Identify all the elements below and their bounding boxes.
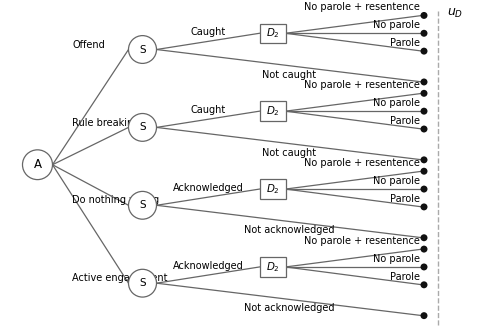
- Ellipse shape: [420, 126, 428, 132]
- Text: No parole: No parole: [373, 176, 420, 186]
- Ellipse shape: [420, 108, 428, 115]
- Text: Rule breaking: Rule breaking: [72, 117, 140, 128]
- Ellipse shape: [22, 150, 52, 180]
- Ellipse shape: [420, 186, 428, 193]
- Ellipse shape: [420, 234, 428, 241]
- Text: $D_2$: $D_2$: [266, 182, 280, 196]
- Ellipse shape: [420, 78, 428, 85]
- Ellipse shape: [420, 168, 428, 175]
- FancyBboxPatch shape: [260, 179, 285, 199]
- Text: No parole: No parole: [373, 98, 420, 108]
- Text: S: S: [139, 200, 146, 210]
- Text: Not acknowledged: Not acknowledged: [244, 225, 335, 235]
- Text: S: S: [139, 278, 146, 288]
- Ellipse shape: [420, 48, 428, 55]
- FancyBboxPatch shape: [260, 257, 285, 277]
- Ellipse shape: [128, 36, 156, 63]
- Ellipse shape: [420, 30, 428, 37]
- Text: No parole + resentence: No parole + resentence: [304, 236, 420, 246]
- Text: A: A: [34, 158, 42, 171]
- Text: Acknowledged: Acknowledged: [172, 183, 244, 193]
- Ellipse shape: [420, 264, 428, 270]
- Text: Not acknowledged: Not acknowledged: [244, 303, 335, 313]
- Ellipse shape: [420, 90, 428, 97]
- Text: No parole: No parole: [373, 20, 420, 30]
- Text: Offend: Offend: [72, 40, 105, 50]
- Text: $D_2$: $D_2$: [266, 260, 280, 274]
- Text: Parole: Parole: [390, 116, 420, 126]
- Text: Parole: Parole: [390, 271, 420, 282]
- Ellipse shape: [420, 203, 428, 210]
- Ellipse shape: [420, 246, 428, 252]
- Text: No parole + resentence: No parole + resentence: [304, 158, 420, 168]
- FancyBboxPatch shape: [260, 24, 285, 43]
- Text: Active engagement: Active engagement: [72, 273, 168, 283]
- Ellipse shape: [420, 156, 428, 163]
- Ellipse shape: [420, 312, 428, 319]
- Text: No parole: No parole: [373, 254, 420, 264]
- Text: Caught: Caught: [190, 27, 226, 38]
- Text: Acknowledged: Acknowledged: [172, 261, 244, 271]
- FancyBboxPatch shape: [260, 101, 285, 121]
- Text: Parole: Parole: [390, 194, 420, 204]
- Text: Not caught: Not caught: [262, 147, 316, 158]
- Text: Do nothing wrong: Do nothing wrong: [72, 196, 160, 205]
- Text: Caught: Caught: [190, 105, 226, 115]
- Ellipse shape: [128, 113, 156, 141]
- Text: $D_2$: $D_2$: [266, 26, 280, 40]
- Text: No parole + resentence: No parole + resentence: [304, 80, 420, 90]
- Text: No parole + resentence: No parole + resentence: [304, 2, 420, 12]
- Text: $u_D$: $u_D$: [447, 7, 463, 20]
- Text: Not caught: Not caught: [262, 70, 316, 80]
- Ellipse shape: [128, 191, 156, 219]
- Text: $D_2$: $D_2$: [266, 104, 280, 118]
- Text: S: S: [139, 122, 146, 132]
- Ellipse shape: [420, 12, 428, 19]
- Text: Parole: Parole: [390, 38, 420, 48]
- Text: S: S: [139, 44, 146, 55]
- Ellipse shape: [420, 281, 428, 288]
- Ellipse shape: [128, 269, 156, 297]
